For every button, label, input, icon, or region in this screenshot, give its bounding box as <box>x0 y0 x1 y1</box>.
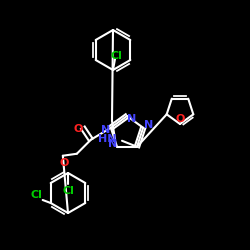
Text: O: O <box>59 158 69 168</box>
Text: O: O <box>175 114 185 124</box>
Text: Cl: Cl <box>110 51 122 61</box>
Text: Cl: Cl <box>31 190 42 200</box>
Text: N: N <box>108 139 118 149</box>
Text: N: N <box>101 125 110 135</box>
Text: Cl: Cl <box>62 186 74 196</box>
Text: O: O <box>73 124 83 134</box>
Text: N: N <box>144 120 153 130</box>
Text: HN: HN <box>98 134 117 144</box>
Text: N: N <box>128 114 136 124</box>
